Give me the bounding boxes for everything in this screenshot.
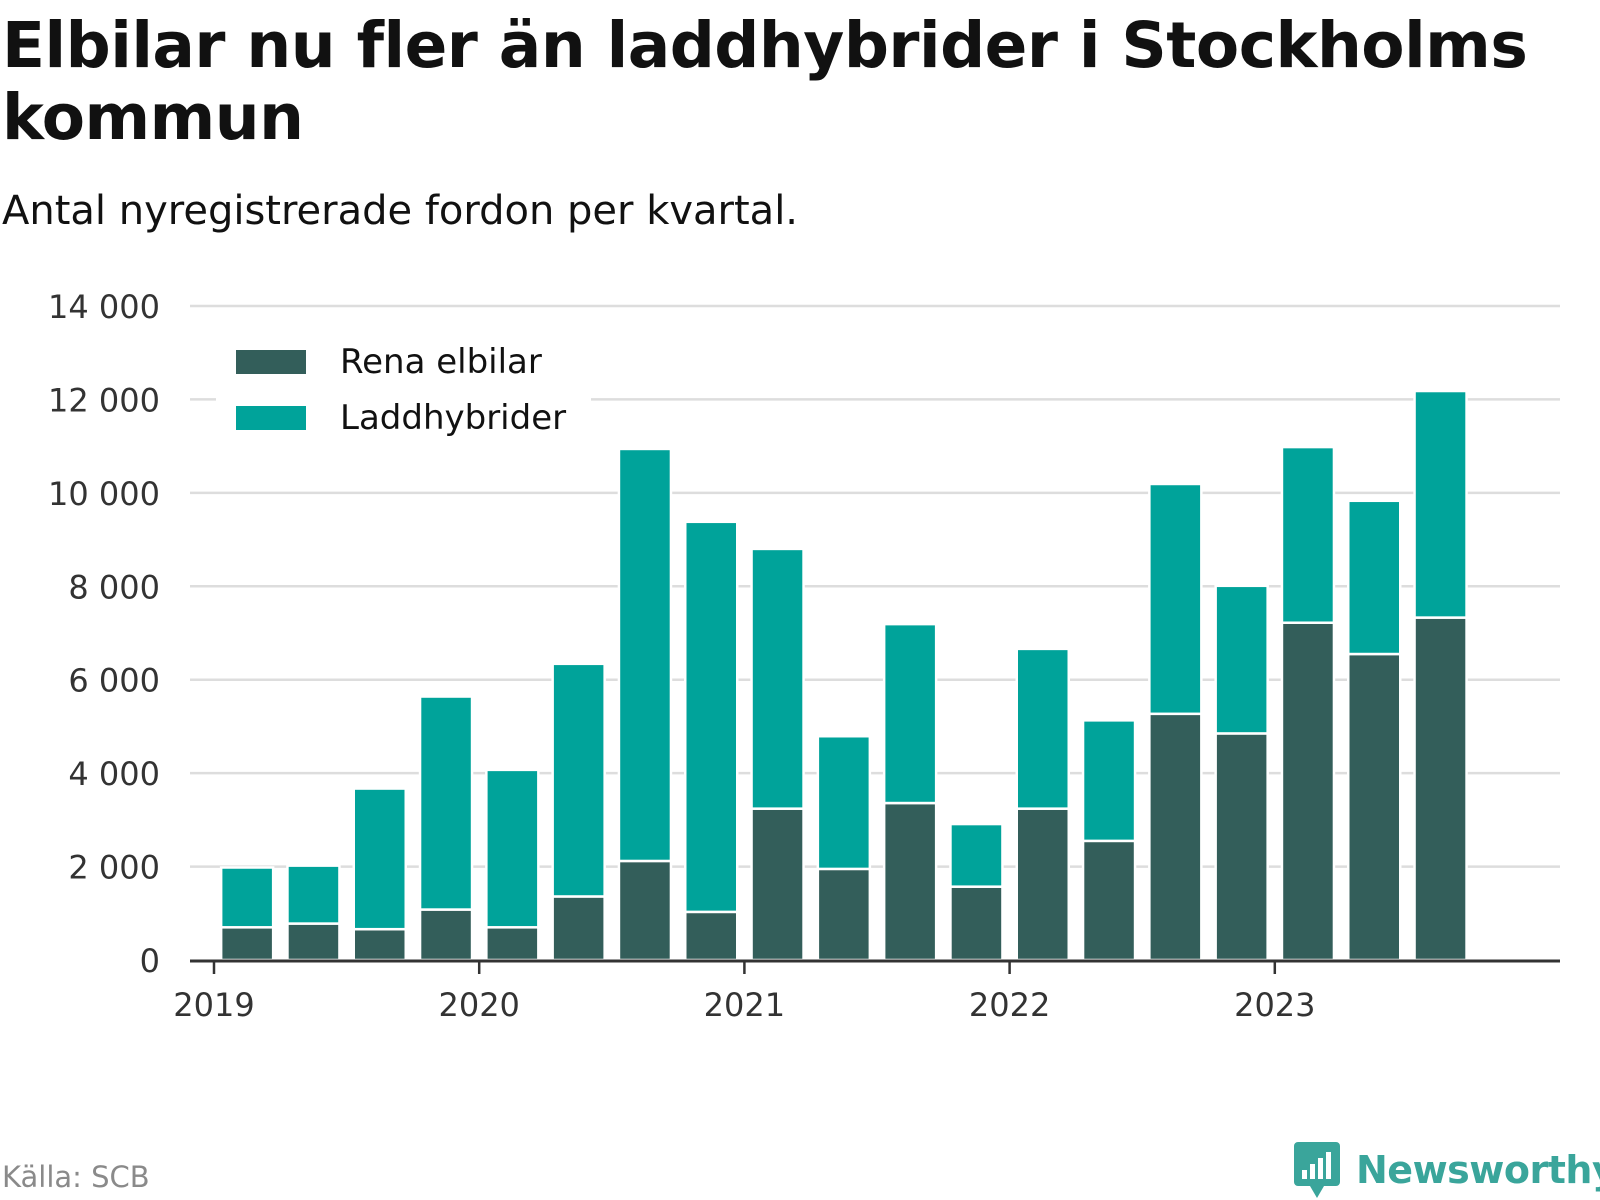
bar-rena-elbilar — [1148, 712, 1203, 962]
y-tick-label: 4 000 — [68, 755, 160, 793]
bar-laddhybrider — [684, 520, 739, 914]
brand-logo: Newsworthy — [1292, 1140, 1600, 1200]
bar-rena-elbilar — [1214, 732, 1269, 962]
y-tick-label: 12 000 — [48, 381, 160, 419]
x-tick-label: 2022 — [969, 986, 1050, 1024]
bar-rena-elbilar — [418, 908, 474, 962]
bar-rena-elbilar — [551, 895, 606, 962]
bar-laddhybrider — [1413, 389, 1468, 619]
bar-rena-elbilar — [352, 927, 407, 962]
y-tick-label: 14 000 — [48, 288, 160, 326]
bar-rena-elbilar — [219, 926, 275, 962]
bar-laddhybrider — [1280, 445, 1336, 624]
x-tick-label: 2021 — [704, 986, 785, 1024]
bar-laddhybrider — [551, 662, 606, 898]
y-tick-label: 0 — [140, 942, 160, 980]
legend-label: Laddhybrider — [340, 398, 566, 438]
bar-laddhybrider — [219, 866, 275, 929]
bar-rena-elbilar — [882, 801, 938, 962]
chart-title: Elbilar nu fler än laddhybrider i Stockh… — [2, 9, 1528, 154]
bar-rena-elbilar — [286, 922, 341, 962]
legend-swatch — [236, 406, 306, 430]
bar-laddhybrider — [286, 864, 341, 925]
newsworthy-bar-chart-icon — [1294, 1142, 1340, 1198]
bar-laddhybrider — [1015, 647, 1070, 810]
bar-laddhybrider — [882, 622, 938, 805]
legend-label: Rena elbilar — [340, 342, 542, 382]
bar-laddhybrider — [750, 547, 805, 810]
bar-laddhybrider — [418, 695, 474, 911]
bar-rena-elbilar — [617, 859, 673, 962]
bar-rena-elbilar — [684, 910, 739, 962]
bar-rena-elbilar — [1413, 616, 1468, 962]
y-tick-label: 6 000 — [68, 662, 160, 700]
bar-rena-elbilar — [1280, 621, 1336, 962]
bar-laddhybrider — [949, 822, 1004, 888]
bar-laddhybrider — [1148, 482, 1203, 716]
bar-laddhybrider — [352, 787, 407, 931]
bar-rena-elbilar — [1347, 652, 1402, 962]
bar-laddhybrider — [485, 768, 540, 929]
bar-rena-elbilar — [949, 885, 1004, 962]
source-note: Källa: SCB — [2, 1160, 150, 1194]
chart-subtitle: Antal nyregistrerade fordon per kvartal. — [2, 188, 799, 234]
x-tick-label: 2020 — [438, 986, 519, 1024]
y-tick-label: 10 000 — [48, 475, 160, 513]
brand-name: Newsworthy — [1356, 1148, 1600, 1192]
y-tick-label: 8 000 — [68, 568, 160, 606]
bar-rena-elbilar — [750, 807, 805, 962]
x-tick-label: 2019 — [173, 986, 254, 1024]
bar-laddhybrider — [617, 447, 673, 863]
bar-rena-elbilar — [485, 926, 540, 962]
bar-laddhybrider — [1214, 584, 1269, 735]
bar-laddhybrider — [1347, 499, 1402, 656]
bar-rena-elbilar — [816, 867, 872, 962]
bar-rena-elbilar — [1081, 839, 1137, 962]
bar-rena-elbilar — [1015, 807, 1070, 962]
legend-swatch — [236, 350, 306, 374]
bar-laddhybrider — [1081, 719, 1137, 843]
bar-laddhybrider — [816, 734, 872, 871]
x-tick-label: 2023 — [1234, 986, 1315, 1024]
y-tick-label: 2 000 — [68, 849, 160, 887]
